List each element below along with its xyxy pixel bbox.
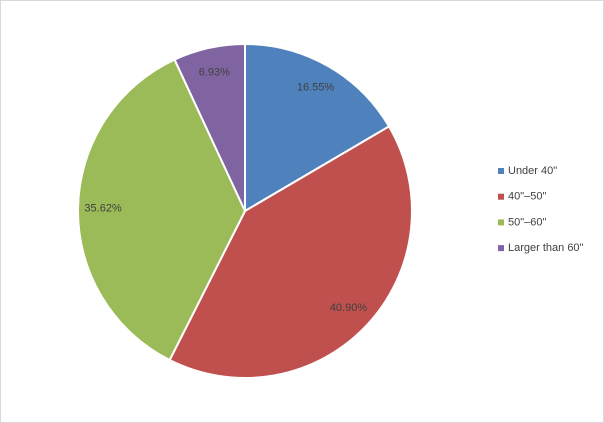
legend-swatch xyxy=(498,219,504,226)
data-label: 35.62% xyxy=(84,203,122,215)
legend-label: Larger than 60" xyxy=(508,242,584,254)
legend-label: 50"–60" xyxy=(508,216,546,228)
legend-swatch xyxy=(498,193,504,200)
pie-slice xyxy=(168,125,413,379)
legend-swatch xyxy=(498,245,504,252)
legend-label: 40"–50" xyxy=(508,191,546,203)
data-label: 6.93% xyxy=(199,66,230,78)
pie-slice xyxy=(77,58,247,362)
legend-swatch xyxy=(498,168,504,174)
data-label: 16.55% xyxy=(297,82,335,94)
legend-label: Under 40" xyxy=(508,165,557,177)
pie-slice xyxy=(173,42,246,212)
pie-slice xyxy=(244,42,391,213)
data-label: 40.90% xyxy=(330,302,368,314)
